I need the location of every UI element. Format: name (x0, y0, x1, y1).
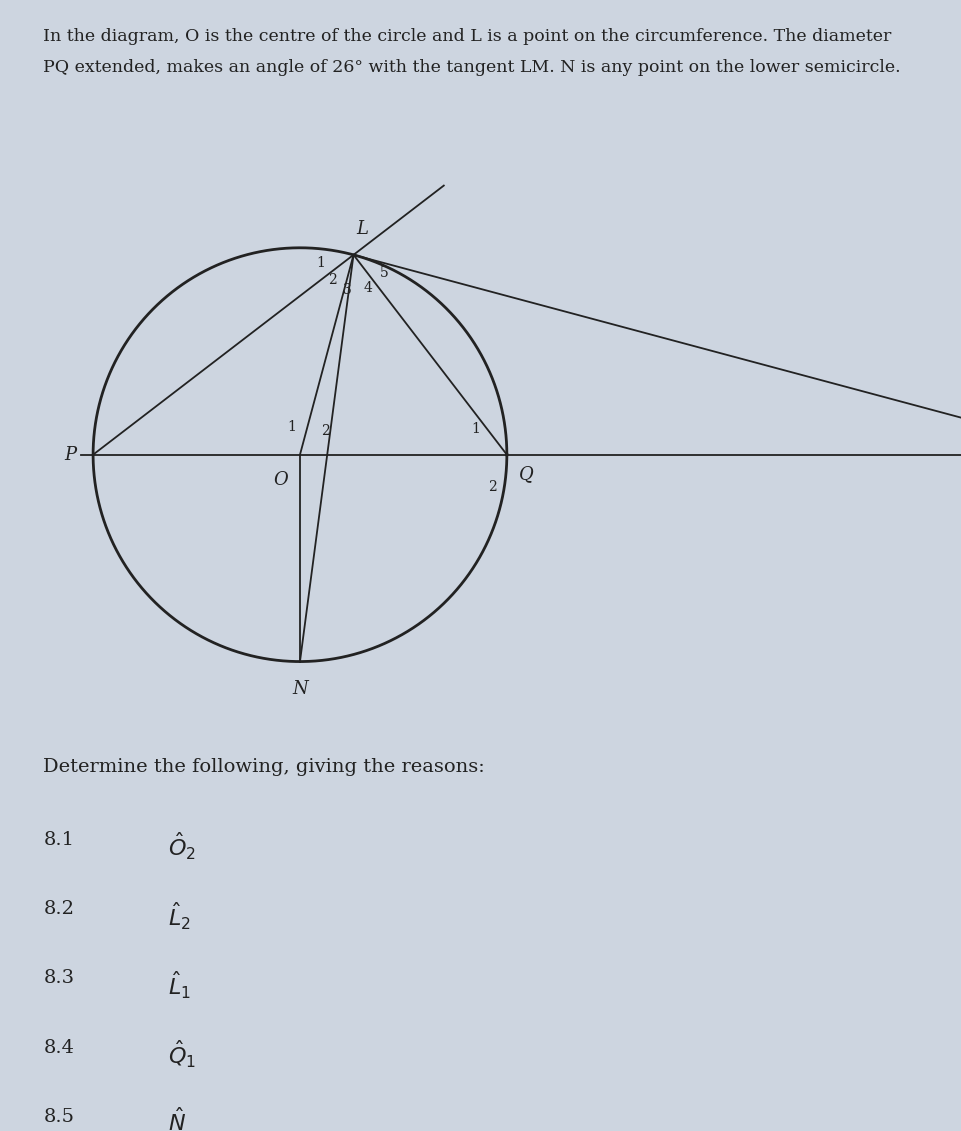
Text: 4: 4 (363, 280, 372, 295)
Text: 8.1: 8.1 (43, 831, 74, 849)
Text: 5: 5 (380, 267, 388, 280)
Text: Q: Q (519, 465, 533, 483)
Text: 1: 1 (315, 256, 325, 270)
Text: 8.4: 8.4 (43, 1038, 74, 1056)
Text: $\hat{O}_2$: $\hat{O}_2$ (168, 831, 196, 863)
Text: O: O (273, 472, 287, 490)
Text: L: L (356, 221, 367, 239)
Text: 2: 2 (328, 273, 337, 286)
Text: PQ extended, makes an angle of 26° with the tangent LM. N is any point on the lo: PQ extended, makes an angle of 26° with … (43, 59, 900, 76)
Text: P: P (64, 446, 77, 464)
Text: 2: 2 (320, 424, 329, 438)
Text: $\hat{N}$: $\hat{N}$ (168, 1108, 186, 1131)
Text: 2: 2 (487, 480, 496, 493)
Text: N: N (292, 680, 308, 698)
Text: 3: 3 (342, 283, 352, 297)
Text: 1: 1 (286, 420, 296, 434)
Text: 1: 1 (471, 422, 480, 437)
Text: $\hat{L}_1$: $\hat{L}_1$ (168, 969, 191, 1001)
Text: Determine the following, giving the reasons:: Determine the following, giving the reas… (43, 758, 484, 776)
Text: 8.3: 8.3 (43, 969, 74, 987)
Text: 8.5: 8.5 (43, 1108, 74, 1126)
Text: $\hat{L}_2$: $\hat{L}_2$ (168, 900, 191, 932)
Text: $\hat{Q}_1$: $\hat{Q}_1$ (168, 1038, 196, 1070)
Text: In the diagram, O is the centre of the circle and L is a point on the circumfere: In the diagram, O is the centre of the c… (43, 28, 891, 45)
Text: 8.2: 8.2 (43, 900, 74, 918)
